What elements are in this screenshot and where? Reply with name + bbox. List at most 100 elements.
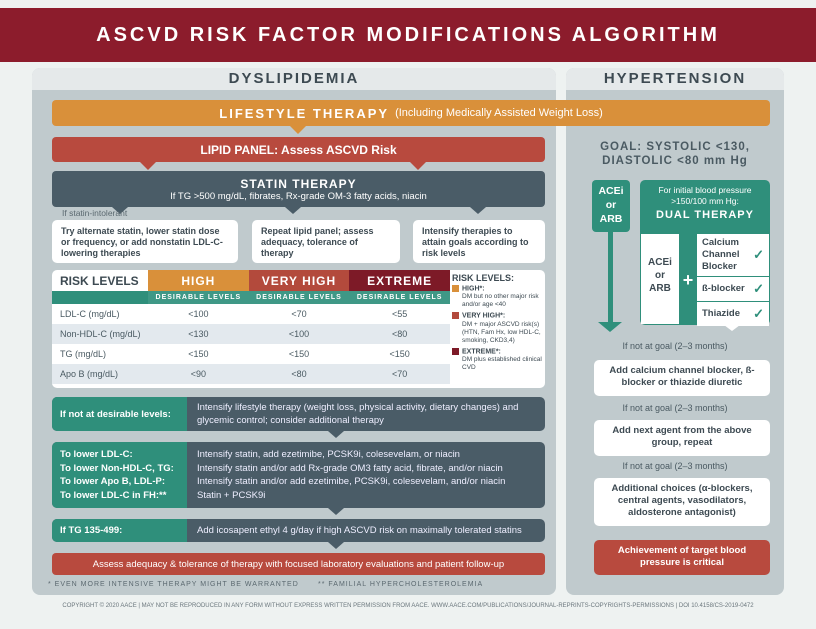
option-label: ß-blocker	[702, 283, 745, 294]
desirable-levels: DESIRABLE LEVELS	[148, 291, 249, 304]
table-row: Non-HDL-C (mg/dL) <130 <100 <80	[52, 324, 450, 344]
option-label: Thiazide	[702, 308, 741, 319]
cell-value: <55	[392, 309, 408, 319]
table-row: Apo B (mg/dL) <90 <80 <70	[52, 364, 450, 384]
lower-label: To lower LDL-C in FH:**	[60, 489, 167, 501]
not-at-goal-3: If not at goal (2–3 months)	[622, 461, 728, 471]
statin-sub: If TG >500 mg/dL, fibrates, Rx-grade OM-…	[170, 190, 427, 202]
final-goal-box: Achievement of target blood pressure is …	[594, 540, 770, 575]
lower-text: Intensify statin, add ezetimibe, PCSK9i,…	[197, 449, 460, 460]
lifestyle-label: LIFESTYLE THERAPY	[219, 105, 390, 121]
lower-label: To lower Non-HDL-C, TG:	[60, 462, 174, 474]
level-extreme: EXTREME	[349, 270, 450, 291]
table-row: TG (mg/dL) <150 <150 <150	[52, 344, 450, 364]
desirable-levels: DESIRABLE LEVELS	[349, 291, 450, 304]
dual-therapy-box: For initial blood pressure >150/100 mm H…	[640, 180, 770, 326]
desirable-levels: DESIRABLE LEVELS	[248, 291, 350, 304]
copyright: COPYRIGHT © 2020 AACE | MAY NOT BE REPRO…	[62, 603, 754, 609]
cell-value: <130	[188, 329, 209, 339]
footnote-2: ** FAMILIAL HYPERCHOLESTEROLEMIA	[318, 581, 484, 588]
cell-value: <70	[291, 309, 307, 319]
row-label: Apo B (mg/dL)	[60, 369, 119, 379]
hypertension-header: HYPERTENSION	[566, 68, 784, 90]
cell-value: <150	[288, 349, 310, 359]
not-desirable-row: If not at desirable levels: Intensify li…	[52, 397, 545, 431]
dyslipidemia-header: DYSLIPIDEMIA	[32, 68, 556, 90]
page-title: ASCVD RISK FACTOR MODIFICATIONS ALGORITH…	[0, 8, 816, 62]
lower-therapy-row: To lower LDL-C: To lower Non-HDL-C, TG: To…	[52, 442, 545, 508]
lipid-panel-bar: LIPID PANEL: Assess ASCVD Risk	[52, 137, 545, 162]
legend-label-text: VERY HIGH*:	[462, 312, 506, 320]
level-very-high: VERY HIGH	[248, 270, 350, 291]
tg-row: If TG 135-499: Add icosapent ethyl 4 g/d…	[52, 519, 545, 542]
assess-bar: Assess adequacy & tolerance of therapy w…	[52, 553, 545, 575]
dual-title: DUAL THERAPY	[656, 209, 754, 221]
legend-label: HIGH*:	[452, 285, 542, 293]
table-row: LDL-C (mg/dL) <100 <70 <55	[52, 304, 450, 324]
lower-label: To lower Apo B, LDL-P:	[60, 476, 166, 487]
cell-value: <100	[288, 329, 310, 339]
cell-value: <70	[392, 369, 408, 379]
legend-title: RISK LEVELS:	[452, 273, 515, 283]
lower-text: Intensify statin and/or add Rx-grade OM3…	[197, 462, 503, 474]
plus-icon: +	[682, 270, 694, 290]
step-1-box: Add calcium channel blocker, ß-blocker o…	[594, 360, 770, 396]
footnote-1: * EVEN MORE INTENSIVE THERAPY MIGHT BE W…	[48, 581, 299, 588]
not-at-goal-1: If not at goal (2–3 months)	[622, 341, 728, 351]
not-desirable-label: If not at desirable levels:	[52, 397, 187, 431]
goal-line-1: GOAL: SYSTOLIC <130,	[600, 141, 750, 153]
lifestyle-therapy-bar: LIFESTYLE THERAPY (Including Medically A…	[52, 100, 770, 126]
legend-desc: DM + major ASCVD risk(s) (HTN, Fam Hx, l…	[462, 320, 541, 344]
risk-levels-table: RISK LEVELS HIGH VERY HIGH EXTREME DESIR…	[52, 270, 545, 388]
row-label: LDL-C (mg/dL)	[60, 309, 120, 319]
dual-option: Thiazide ✓	[697, 302, 769, 326]
subheader-blank	[52, 291, 148, 304]
goal-line-2: DIASTOLIC <80 mm Hg	[602, 155, 748, 167]
row-label: Non-HDL-C (mg/dL)	[60, 329, 141, 339]
legend-desc: DM but no other major risk and/or age <4…	[462, 293, 539, 309]
cell-value: <80	[291, 369, 307, 379]
check-icon: ✓	[753, 306, 764, 321]
step-2-box: Add next agent from the above group, rep…	[594, 420, 770, 456]
check-icon: ✓	[753, 281, 764, 296]
legend-label-text: HIGH*:	[462, 285, 485, 293]
tg-text: Add icosapent ethyl 4 g/day if high ASCV…	[197, 525, 522, 536]
legend-label: EXTREME*:	[452, 347, 542, 356]
step-box-3: Intensify therapies to attain goals acco…	[413, 220, 545, 263]
step-box-1: Try alternate statin, lower statin dose …	[52, 220, 238, 263]
legend-label-text: EXTREME*:	[462, 348, 501, 356]
legend-swatch	[452, 347, 459, 355]
legend-desc: DM plus established clinical CVD	[462, 356, 542, 372]
dual-intro: For initial blood pressure >150/100 mm H…	[658, 185, 752, 206]
row-label: TG (mg/dL)	[60, 349, 107, 359]
dual-option: Calcium Channel Blocker ✓	[697, 234, 769, 276]
cell-value: <150	[389, 349, 410, 359]
tg-label: If TG 135-499:	[52, 519, 187, 542]
dual-option: ß-blocker ✓	[697, 277, 769, 301]
legend-item: EXTREME*: DM plus established clinical CV…	[452, 347, 542, 372]
not-at-goal-2: If not at goal (2–3 months)	[622, 403, 728, 413]
down-arrow-icon	[608, 232, 613, 324]
lower-text: Intensify statin and/or add ezetimibe, P…	[197, 476, 506, 487]
risk-legend: RISK LEVELS: HIGH*: DM but no other major…	[452, 274, 542, 375]
cell-value: <90	[190, 369, 206, 379]
lower-text: Statin + PCSK9i	[197, 489, 266, 501]
legend-swatch	[452, 312, 459, 320]
statin-therapy-bar: STATIN THERAPY If TG >500 mg/dL, fibrate…	[52, 171, 545, 207]
lifestyle-sub: (Including Medically Assisted Weight Los…	[395, 107, 603, 119]
table-header: RISK LEVELS	[60, 273, 139, 288]
statin-intolerant-label: If statin-intolerant	[62, 208, 128, 218]
legend-item: VERY HIGH*: DM + major ASCVD risk(s) (HTN…	[452, 312, 542, 344]
cell-value: <100	[188, 309, 209, 319]
bp-goal: GOAL: SYSTOLIC <130, DIASTOLIC <80 mm Hg	[566, 140, 784, 168]
option-label: Calcium Channel Blocker	[702, 237, 740, 272]
dual-acei-arb: ACEi or ARB	[641, 234, 679, 324]
legend-label: VERY HIGH*:	[452, 312, 542, 320]
step-box-2: Repeat lipid panel; assess adequacy, tol…	[252, 220, 400, 263]
legend-item: HIGH*: DM but no other major risk and/or …	[452, 285, 542, 309]
lower-label: To lower LDL-C:	[60, 449, 133, 460]
check-icon: ✓	[753, 247, 764, 262]
level-high: HIGH	[148, 270, 249, 291]
cell-value: <150	[188, 349, 209, 359]
not-desirable-text: Intensify lifestyle therapy (weight loss…	[197, 402, 519, 426]
